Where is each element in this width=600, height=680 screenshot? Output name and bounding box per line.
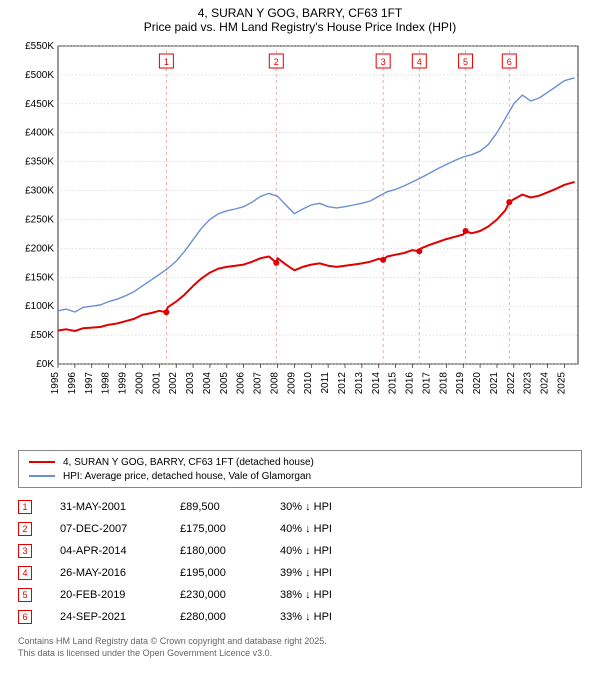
sales-price: £230,000 <box>180 589 280 601</box>
legend-swatch <box>29 461 55 463</box>
svg-text:2009: 2009 <box>286 372 297 395</box>
sales-diff: 33% ↓ HPI <box>280 611 582 623</box>
svg-text:2022: 2022 <box>506 372 517 395</box>
svg-text:£500K: £500K <box>25 70 54 81</box>
svg-text:2001: 2001 <box>151 372 162 395</box>
sales-marker: 6 <box>18 610 32 624</box>
svg-text:6: 6 <box>507 57 512 67</box>
sales-price: £175,000 <box>180 523 280 535</box>
sales-date: 26-MAY-2016 <box>60 567 180 579</box>
svg-text:2006: 2006 <box>236 372 247 395</box>
svg-text:2024: 2024 <box>540 372 551 395</box>
title-area: 4, SURAN Y GOG, BARRY, CF63 1FT Price pa… <box>0 0 600 36</box>
svg-text:2007: 2007 <box>253 372 264 395</box>
sales-price: £180,000 <box>180 545 280 557</box>
svg-text:5: 5 <box>463 57 468 67</box>
svg-text:£550K: £550K <box>25 41 54 52</box>
svg-text:2019: 2019 <box>455 372 466 395</box>
legend-row: 4, SURAN Y GOG, BARRY, CF63 1FT (detache… <box>29 455 571 469</box>
svg-text:£200K: £200K <box>25 243 54 254</box>
svg-text:2017: 2017 <box>421 372 432 395</box>
sales-date: 31-MAY-2001 <box>60 501 180 513</box>
svg-text:2000: 2000 <box>134 372 145 395</box>
title-line-2: Price paid vs. HM Land Registry's House … <box>10 20 590 34</box>
chart-svg: £0K £50K £100K £150K £200K £250K £300K £350K £40… <box>10 38 590 408</box>
sales-marker: 2 <box>18 522 32 536</box>
svg-text:1997: 1997 <box>84 372 95 395</box>
legend-swatch <box>29 475 55 477</box>
svg-text:2023: 2023 <box>523 372 534 395</box>
svg-text:£450K: £450K <box>25 99 54 110</box>
sales-diff: 38% ↓ HPI <box>280 589 582 601</box>
svg-text:1996: 1996 <box>67 372 78 395</box>
svg-text:2: 2 <box>274 57 279 67</box>
legend-row: HPI: Average price, detached house, Vale… <box>29 469 571 483</box>
sales-row: 1 31-MAY-2001£89,50030% ↓ HPI <box>18 496 582 518</box>
svg-text:2021: 2021 <box>489 372 500 395</box>
svg-text:£100K: £100K <box>25 301 54 312</box>
svg-text:2011: 2011 <box>320 372 331 394</box>
svg-text:4: 4 <box>417 57 422 67</box>
sales-table: 1 31-MAY-2001£89,50030% ↓ HPI 2 07-DEC-2007… <box>18 496 582 628</box>
sales-diff: 40% ↓ HPI <box>280 545 582 557</box>
svg-text:2005: 2005 <box>219 372 230 395</box>
sales-date: 20-FEB-2019 <box>60 589 180 601</box>
svg-text:2012: 2012 <box>337 372 348 395</box>
svg-text:2002: 2002 <box>168 372 179 395</box>
sales-diff: 40% ↓ HPI <box>280 523 582 535</box>
footer-line-2: This data is licensed under the Open Gov… <box>18 648 582 660</box>
sales-marker: 4 <box>18 566 32 580</box>
sales-row: 5 20-FEB-2019£230,00038% ↓ HPI <box>18 584 582 606</box>
svg-text:1998: 1998 <box>101 372 112 395</box>
sales-marker: 3 <box>18 544 32 558</box>
svg-text:2010: 2010 <box>303 372 314 395</box>
sales-date: 04-APR-2014 <box>60 545 180 557</box>
footer-line-1: Contains HM Land Registry data © Crown c… <box>18 636 582 648</box>
legend-label: HPI: Average price, detached house, Vale… <box>63 471 311 482</box>
svg-text:£50K: £50K <box>31 330 55 341</box>
svg-text:£0K: £0K <box>36 359 54 370</box>
sales-price: £89,500 <box>180 501 280 513</box>
title-line-1: 4, SURAN Y GOG, BARRY, CF63 1FT <box>10 6 590 20</box>
svg-text:2025: 2025 <box>556 372 567 395</box>
svg-text:3: 3 <box>381 57 386 67</box>
sales-price: £195,000 <box>180 567 280 579</box>
svg-text:1: 1 <box>164 57 169 67</box>
sales-row: 6 24-SEP-2021£280,00033% ↓ HPI <box>18 606 582 628</box>
sales-date: 24-SEP-2021 <box>60 611 180 623</box>
svg-text:£250K: £250K <box>25 214 54 225</box>
sales-row: 2 07-DEC-2007£175,00040% ↓ HPI <box>18 518 582 540</box>
svg-text:£300K: £300K <box>25 186 54 197</box>
svg-text:1999: 1999 <box>118 372 129 395</box>
sales-diff: 39% ↓ HPI <box>280 567 582 579</box>
sales-marker: 1 <box>18 500 32 514</box>
svg-text:2004: 2004 <box>202 372 213 395</box>
sales-row: 3 04-APR-2014£180,00040% ↓ HPI <box>18 540 582 562</box>
svg-text:1995: 1995 <box>50 372 61 395</box>
svg-text:2008: 2008 <box>269 372 280 395</box>
sales-row: 4 26-MAY-2016£195,00039% ↓ HPI <box>18 562 582 584</box>
svg-text:£350K: £350K <box>25 157 54 168</box>
footer: Contains HM Land Registry data © Crown c… <box>18 636 582 659</box>
svg-text:2014: 2014 <box>371 372 382 395</box>
legend-label: 4, SURAN Y GOG, BARRY, CF63 1FT (detache… <box>63 457 314 468</box>
svg-text:2020: 2020 <box>472 372 483 395</box>
figure-container: 4, SURAN Y GOG, BARRY, CF63 1FT Price pa… <box>0 0 600 680</box>
sales-price: £280,000 <box>180 611 280 623</box>
svg-text:2016: 2016 <box>405 372 416 395</box>
chart: £0K £50K £100K £150K £200K £250K £300K £350K £40… <box>10 38 590 408</box>
legend: 4, SURAN Y GOG, BARRY, CF63 1FT (detache… <box>18 450 582 488</box>
sales-diff: 30% ↓ HPI <box>280 501 582 513</box>
svg-text:2018: 2018 <box>438 372 449 395</box>
sales-marker: 5 <box>18 588 32 602</box>
svg-text:2015: 2015 <box>388 372 399 395</box>
svg-text:2013: 2013 <box>354 372 365 395</box>
svg-text:£400K: £400K <box>25 128 54 139</box>
svg-text:2003: 2003 <box>185 372 196 395</box>
svg-text:£150K: £150K <box>25 272 54 283</box>
sales-date: 07-DEC-2007 <box>60 523 180 535</box>
